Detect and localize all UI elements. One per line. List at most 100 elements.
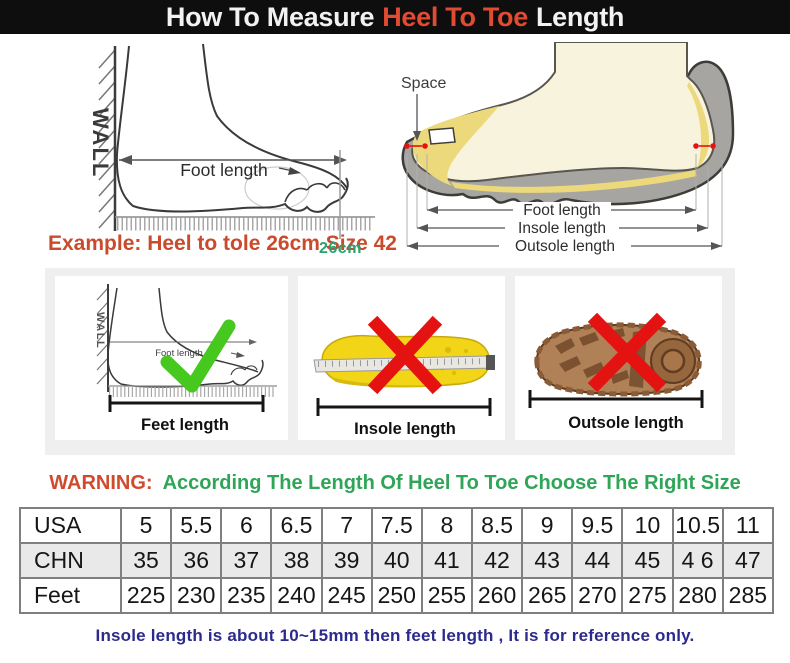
size-table-row-label: Feet — [19, 577, 122, 614]
size-table-cell: 42 — [470, 542, 524, 579]
size-table-body: USA 5 5.5 6 6.5 7 7.5 8 8.5 9 9.5 10 10.5 11 CHN 35 36 37… — [19, 507, 775, 614]
size-table-cell: 250 — [370, 577, 423, 614]
size-table-cell: 7.5 — [370, 507, 423, 544]
insole-length-dim-label: Insole length — [518, 220, 606, 237]
foot-length-label: Foot length — [180, 160, 268, 180]
dimension-outsole-length: Outsole length — [407, 238, 722, 255]
toe-marker-dot — [404, 143, 410, 149]
size-table-cell: 47 — [721, 542, 775, 579]
size-table-cell: 245 — [320, 577, 373, 614]
size-table-cell: 10 — [621, 507, 674, 544]
wall-hatching — [96, 287, 109, 385]
measure-value: 26cm — [319, 240, 362, 257]
page-title: How To Measure Heel To Toe Length — [0, 0, 790, 34]
footer-note: Insole length is about 10~15mm then feet… — [95, 626, 695, 645]
tape-ticks — [317, 358, 491, 367]
size-table-cell: 6.5 — [270, 507, 323, 544]
foot-length-dim-label: Foot length — [523, 202, 601, 219]
size-table-cell: 35 — [119, 542, 173, 579]
size-table-row: CHN 35 36 37 38 39 40 41 42 43 44 45 4 6 47 — [19, 542, 775, 579]
dimension-insole-length: Insole length — [417, 220, 708, 237]
wall-label: WALL — [94, 312, 106, 349]
size-table-cell: 41 — [420, 542, 473, 579]
wall-hatching — [98, 49, 116, 229]
warning-label: WARNING: — [49, 472, 153, 494]
foot-outline — [115, 45, 349, 213]
foot-instep-outline — [202, 43, 348, 189]
size-table-cell: 265 — [521, 577, 574, 614]
outsole-illustration: Outsole length — [528, 312, 704, 432]
insole-bottom-shade — [328, 376, 462, 388]
size-table-cell: 230 — [170, 577, 223, 614]
panel-caption: Feet length — [141, 416, 229, 434]
size-table-cell: 44 — [571, 542, 624, 579]
foot-and-leg-shape — [411, 42, 716, 183]
size-table-cell: 45 — [621, 542, 674, 579]
size-table-cell: 5.5 — [170, 507, 223, 544]
toe-space-notch — [428, 127, 456, 145]
heel-marker-dot — [693, 143, 699, 149]
foot-outline — [107, 287, 264, 388]
size-table-cell: 11 — [721, 507, 775, 544]
size-table-cell: 39 — [320, 542, 373, 579]
size-table-cell: 5 — [119, 507, 173, 544]
title-prefix: How To Measure — [165, 2, 375, 32]
panel-caption: Outsole length — [568, 414, 684, 432]
insole-illustration: Insole length — [313, 315, 495, 438]
size-table-cell: 36 — [170, 542, 223, 579]
cross-icon — [367, 315, 443, 395]
size-table-cell: 38 — [270, 542, 323, 579]
example-text: Example: Heel to tole 26cm Size 42 — [48, 232, 397, 255]
heel-block-detail — [660, 348, 686, 374]
tape-end-clip — [486, 355, 495, 370]
insole-toe-wedge — [412, 106, 499, 186]
size-table-cell: 37 — [220, 542, 273, 579]
wall-label: WALL — [88, 108, 113, 178]
size-table-row: Feet 225 230 235 240 245 250 255 260 265 270 275 280… — [19, 577, 775, 614]
size-table-row-label: USA — [19, 507, 122, 544]
wall-foot-diagram: WALL Foot length — [88, 43, 375, 239]
outsole-length-dim-label: Outsole length — [515, 238, 615, 255]
size-table-cell: 235 — [220, 577, 273, 614]
panel-feet-length: WALL Foot length Feet length — [55, 276, 288, 440]
shoe-cross-section-diagram: Space Foot length Insole length Outsole … — [401, 42, 735, 255]
warning-message: According The Length Of Heel To Toe Choo… — [162, 472, 741, 494]
arrowhead-left — [119, 155, 132, 165]
outsole-tread-edge — [534, 322, 702, 397]
size-table-cell: 255 — [420, 577, 473, 614]
size-table-cell: 280 — [671, 577, 724, 614]
toe-marker-dot — [422, 143, 428, 149]
size-table-cell: 270 — [571, 577, 624, 614]
size-table-cell: 9 — [521, 507, 574, 544]
size-table-cell: 4 6 — [671, 542, 724, 579]
space-label: Space — [401, 75, 446, 92]
title-suffix: Length — [535, 2, 625, 32]
size-table: USA 5 5.5 6 6.5 7 7.5 8 8.5 9 9.5 10 10.5 11 CHN 35 36 37… — [19, 507, 775, 614]
arrowhead-right — [249, 339, 257, 345]
insole-footbed-strip — [451, 170, 697, 193]
warning-line: WARNING: According The Length Of Heel To … — [0, 466, 790, 500]
extension-lines — [406, 154, 723, 246]
size-table-cell: 8.5 — [470, 507, 524, 544]
instep-arrowhead — [288, 167, 301, 175]
size-table-cell: 7 — [320, 507, 373, 544]
check-icon — [160, 319, 236, 393]
size-table-cell: 40 — [370, 542, 423, 579]
size-table-row-label: CHN — [19, 542, 122, 579]
foot-instep-outline — [158, 287, 259, 373]
cross-icon — [587, 312, 667, 393]
space-arrowhead — [413, 131, 421, 141]
foot-length-label: Foot length — [155, 348, 203, 359]
size-table-cell: 285 — [721, 577, 775, 614]
size-table-cell: 240 — [270, 577, 323, 614]
feet-length-illustration: WALL Foot length Feet length — [94, 284, 277, 434]
instep-arrowhead — [236, 352, 245, 358]
toe-details — [284, 182, 346, 203]
size-table-cell: 275 — [621, 577, 674, 614]
panel-caption: Insole length — [354, 420, 456, 438]
size-table-cell: 10.5 — [671, 507, 724, 544]
size-table-cell: 6 — [220, 507, 273, 544]
size-table-cell: 260 — [470, 577, 524, 614]
heel-marker-dot — [710, 143, 716, 149]
